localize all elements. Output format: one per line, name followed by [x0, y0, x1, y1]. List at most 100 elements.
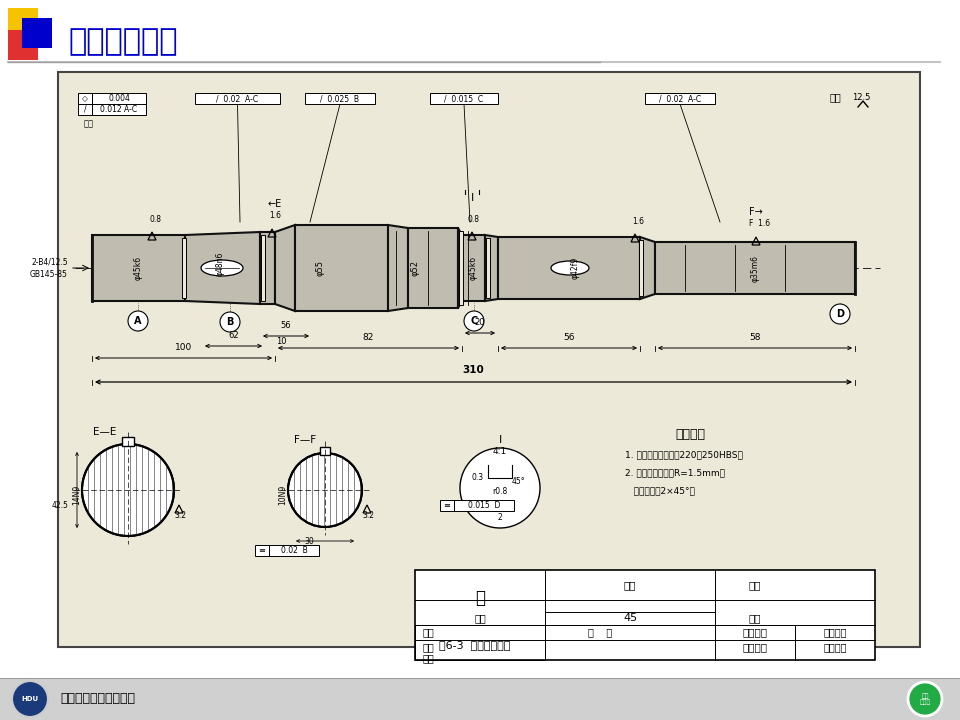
Text: 82: 82	[363, 333, 374, 342]
Text: φ48n6: φ48n6	[215, 252, 225, 276]
Bar	[195, 93, 280, 104]
Polygon shape	[275, 225, 295, 311]
Text: 1. 调质处理，硬度为220～250HBS。: 1. 调质处理，硬度为220～250HBS。	[625, 451, 743, 459]
Bar	[639, 240, 643, 296]
Bar	[645, 93, 715, 104]
Bar	[440, 500, 454, 511]
Text: 0.02  B: 0.02 B	[280, 546, 307, 555]
Text: 技术要求: 技术要求	[675, 428, 705, 441]
Bar	[486, 238, 490, 298]
Text: φ55: φ55	[316, 260, 324, 276]
Text: /: /	[84, 105, 86, 114]
Text: 设计: 设计	[423, 627, 435, 637]
Bar	[8, 8, 38, 38]
Text: 《机械设计课程设计》: 《机械设计课程设计》	[60, 693, 135, 706]
Text: F—F: F—F	[294, 435, 316, 445]
Text: 一、低速级轴: 一、低速级轴	[68, 27, 178, 56]
Bar	[58, 72, 920, 647]
Text: 图6-3  轴零件工作图: 图6-3 轴零件工作图	[440, 640, 511, 650]
Text: 30: 30	[304, 538, 314, 546]
Bar	[8, 30, 38, 60]
Text: B: B	[227, 317, 233, 327]
Text: D: D	[836, 309, 844, 319]
Polygon shape	[640, 237, 655, 299]
Text: 检图: 检图	[423, 642, 435, 652]
Bar	[454, 500, 514, 511]
Ellipse shape	[201, 260, 243, 276]
Circle shape	[464, 311, 484, 331]
Bar	[320, 447, 330, 455]
Text: 0.015  D: 0.015 D	[468, 501, 500, 510]
Text: 比例: 比例	[749, 580, 761, 590]
Bar	[459, 231, 463, 305]
Text: 材料: 材料	[474, 613, 486, 623]
Text: /  0.02  A-C: / 0.02 A-C	[659, 94, 701, 103]
Text: 4:1: 4:1	[492, 448, 507, 456]
Text: φ45k6: φ45k6	[133, 256, 142, 280]
Circle shape	[288, 453, 362, 527]
Text: 其余: 其余	[830, 92, 842, 102]
Bar	[655, 242, 855, 294]
Text: 1.6: 1.6	[632, 217, 644, 225]
Text: 课程设计: 课程设计	[742, 642, 767, 652]
Text: 45°: 45°	[511, 477, 525, 487]
Bar	[408, 228, 458, 308]
Text: 年    月: 年 月	[588, 627, 612, 637]
Text: /  0.015  C: / 0.015 C	[444, 94, 484, 103]
Text: 2: 2	[497, 513, 502, 523]
Bar	[430, 93, 498, 104]
Text: 58: 58	[749, 333, 760, 342]
Bar	[92, 93, 146, 104]
Text: 0.3: 0.3	[472, 474, 484, 482]
Text: F  1.6: F 1.6	[750, 220, 771, 228]
Text: 3.2: 3.2	[174, 510, 186, 520]
Text: ≡: ≡	[258, 546, 266, 555]
Bar	[260, 232, 275, 304]
Bar	[122, 437, 134, 446]
Text: 3.2: 3.2	[362, 510, 374, 520]
Text: 1.6: 1.6	[269, 212, 281, 220]
Circle shape	[908, 682, 942, 716]
Polygon shape	[388, 225, 408, 311]
Ellipse shape	[551, 261, 589, 275]
Text: 42.5: 42.5	[52, 502, 68, 510]
Text: 10: 10	[276, 336, 286, 346]
Text: 20: 20	[475, 318, 485, 327]
Bar	[261, 235, 265, 301]
Text: φ45k6: φ45k6	[468, 256, 477, 280]
Polygon shape	[458, 228, 462, 308]
Text: 轴: 轴	[475, 589, 485, 607]
Bar	[462, 235, 485, 301]
Text: 机械设计: 机械设计	[742, 627, 767, 637]
Text: 0.004: 0.004	[108, 94, 130, 103]
Text: 0.8: 0.8	[468, 215, 480, 223]
Text: 审核: 审核	[423, 653, 435, 663]
Text: φ42f9: φ42f9	[570, 257, 580, 279]
Text: φ52: φ52	[411, 260, 420, 276]
Bar	[78, 104, 92, 115]
Text: 两处: 两处	[84, 119, 94, 128]
Text: /  0.025  B: / 0.025 B	[321, 94, 359, 103]
Text: 45: 45	[623, 613, 637, 623]
Text: （班名）: （班名）	[824, 642, 847, 652]
Text: F→: F→	[749, 207, 763, 217]
Text: ←E: ←E	[268, 199, 282, 209]
Text: C: C	[470, 316, 478, 326]
Circle shape	[82, 444, 174, 536]
Text: 10N9: 10N9	[278, 485, 287, 505]
Circle shape	[830, 304, 850, 324]
Text: 0.8: 0.8	[149, 215, 161, 223]
Text: 56: 56	[280, 321, 291, 330]
Text: r0.8: r0.8	[492, 487, 508, 497]
Text: 12.5: 12.5	[852, 92, 870, 102]
Bar	[295, 225, 388, 311]
Bar	[78, 93, 92, 104]
Text: （校名）: （校名）	[824, 627, 847, 637]
Text: 100: 100	[175, 343, 192, 352]
Bar	[415, 570, 875, 660]
Bar	[22, 18, 52, 48]
Text: I: I	[498, 435, 502, 445]
Circle shape	[128, 311, 148, 331]
Text: 0.012 A-C: 0.012 A-C	[101, 105, 137, 114]
Text: ◇: ◇	[82, 94, 88, 103]
